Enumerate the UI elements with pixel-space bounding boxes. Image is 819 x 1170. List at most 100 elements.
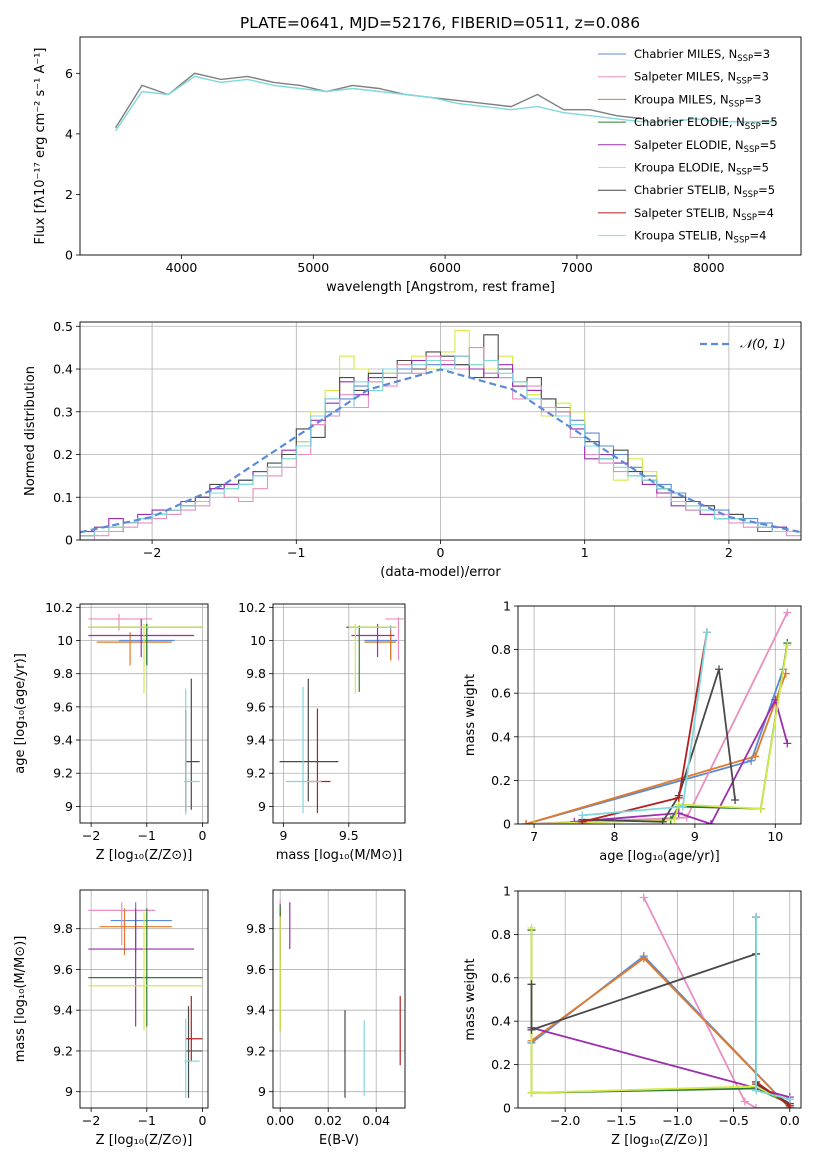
y-tick-label: 0.4 <box>53 362 73 377</box>
weight-line <box>525 612 789 824</box>
legend-label-main: Kroupa MILES, N <box>634 92 729 106</box>
y-axis-label: mass weight <box>463 674 478 756</box>
legend-label-main: Kroupa STELIB, N <box>634 229 734 243</box>
x-tick-label: −1 <box>287 545 305 560</box>
y-tick-label: 9.8 <box>246 921 266 936</box>
weight-marker <box>756 804 765 813</box>
y-tick-label: 9 <box>65 799 73 814</box>
weight-marker <box>731 796 740 805</box>
x-tick-label: 4000 <box>166 260 198 275</box>
y-tick-label: 9.4 <box>53 733 73 748</box>
panel-age_vs_mass: 9 9.5 9 9.2 9.4 9.6 9.8 10 10.2 mass [log₁₀(M/M⊙)… <box>238 600 406 863</box>
legend-label-n: =4 <box>757 206 774 220</box>
y-tick-label: 0 <box>503 817 511 832</box>
legend-label-n: =3 <box>753 47 770 61</box>
normal-curve <box>80 368 801 534</box>
y-tick-label: 0.2 <box>491 1057 511 1072</box>
y-tick-label: 10.2 <box>45 600 73 615</box>
y-tick-label: 9.8 <box>53 921 73 936</box>
weight-line <box>530 957 791 1108</box>
y-tick-label: 9.2 <box>53 1043 73 1058</box>
weight-line <box>582 632 708 823</box>
x-tick-label: 2 <box>725 545 733 560</box>
panel-age_vs_Z: −2 −1 0 9 9.2 9.4 9.6 9.8 10 10.2 Z [log₁₀(Z/Z⊙)] a… <box>13 600 209 863</box>
plot-area <box>279 617 404 814</box>
figure-title: PLATE=0641, MJD=52176, FIBERID=0511, z=0… <box>240 14 640 32</box>
plot-area <box>115 72 775 132</box>
x-tick-label: 7000 <box>561 260 593 275</box>
x-axis-label: Z [log₁₀(Z/Z⊙)] <box>96 848 193 863</box>
legend-label-n: =3 <box>744 92 761 106</box>
legend-label-ssp: SSP <box>741 213 757 223</box>
x-axis-label: (data-model)/error <box>380 565 501 580</box>
weight-marker <box>752 1086 761 1095</box>
y-tick-label: 0.8 <box>491 642 511 657</box>
legend-label: Kroupa MILES, NSSP=3 <box>634 92 761 109</box>
axes-frame <box>79 36 802 256</box>
y-tick-label: 10.2 <box>238 600 266 615</box>
axes-frame <box>517 890 802 1109</box>
x-tick-label: 0.02 <box>314 1113 342 1128</box>
y-tick-label: 0.6 <box>491 970 511 985</box>
weight-line <box>574 697 789 824</box>
weight-marker <box>658 817 667 824</box>
weight-marker <box>639 893 648 902</box>
legend-label-ssp: SSP <box>744 145 760 155</box>
weight-line <box>582 668 736 823</box>
weight-line <box>530 954 791 1108</box>
panel-residuals: −2 −1 0 1 2 0 0.1 0.2 0.3 0.4 0.5 (data-model)/erro… <box>23 319 802 580</box>
x-tick-label: −2 <box>82 828 100 843</box>
x-tick-label: 0 <box>198 1113 206 1128</box>
plot-area <box>279 900 401 1098</box>
weight-marker <box>527 1025 536 1034</box>
legend-label: Chabrier MILES, NSSP=3 <box>634 47 770 64</box>
weight-line <box>530 927 791 1105</box>
y-tick-label: 9.2 <box>53 766 73 781</box>
y-tick-label: 9.8 <box>53 666 73 681</box>
x-axis-label: Z [log₁₀(Z/Z⊙)] <box>611 1133 708 1148</box>
weight-marker <box>578 811 587 820</box>
weight-marker <box>678 802 687 811</box>
panel-mass_vs_ebv: 0.00 0.02 0.04 9 9.2 9.4 9.6 9.8 E(B-V) <box>246 889 406 1148</box>
legend-label-n: =5 <box>752 161 769 175</box>
legend-label: Chabrier ELODIE, NSSP=5 <box>634 115 778 132</box>
weight-marker <box>674 793 683 802</box>
legend-label: Salpeter MILES, NSSP=3 <box>634 70 769 87</box>
x-tick-label: 0.00 <box>266 1113 294 1128</box>
weight-line <box>534 645 789 824</box>
y-tick-label: 0.1 <box>53 490 73 505</box>
x-tick-label: 8000 <box>693 260 725 275</box>
x-tick-label: 10 <box>767 829 783 844</box>
weight-marker <box>752 913 761 922</box>
x-axis-label: Z [log₁₀(Z/Z⊙)] <box>96 1133 193 1148</box>
spectrum-line <box>115 75 775 132</box>
axes-frame <box>272 889 406 1109</box>
weight-line <box>642 897 790 1108</box>
legend-label: Salpeter ELODIE, NSSP=5 <box>634 138 777 155</box>
panel-spectrum: 4000 5000 6000 7000 8000 0 2 4 6 wavelength [Angs… <box>33 36 802 295</box>
y-tick-label: 0.6 <box>491 686 511 701</box>
x-tick-label: −0.5 <box>718 1113 748 1128</box>
weight-line <box>582 632 708 817</box>
x-tick-label: −1.0 <box>662 1113 692 1128</box>
legend-label-n: =5 <box>760 138 777 152</box>
x-axis-label: age [log₁₀(age/yr)] <box>599 849 720 864</box>
legend-label-ssp: SSP <box>729 99 745 109</box>
weight-marker <box>752 1104 761 1108</box>
y-tick-label: 10 <box>57 633 73 648</box>
y-axis-label: age [log₁₀(age/yr)] <box>13 653 28 774</box>
legend-label-ssp: SSP <box>734 236 750 246</box>
y-tick-label: 0.2 <box>491 773 511 788</box>
legend-label-main: Kroupa ELODIE, N <box>634 161 736 175</box>
plot-area <box>522 608 792 824</box>
weight-marker <box>639 954 648 963</box>
spectrum-line <box>115 72 643 129</box>
y-tick-label: 9 <box>258 799 266 814</box>
weight-marker <box>714 665 723 674</box>
panel-mass_weight_vs_Z: −2.0 −1.5 −1.0 −0.5 0.0 0 0.2 0.4 0.6 0.8 1 Z [log₁… <box>463 884 802 1148</box>
y-tick-label: 0.3 <box>53 404 73 419</box>
x-tick-label: 0.04 <box>362 1113 390 1128</box>
weight-line <box>525 668 785 824</box>
x-tick-label: 7 <box>530 829 538 844</box>
y-axis-label: mass weight <box>463 958 478 1040</box>
